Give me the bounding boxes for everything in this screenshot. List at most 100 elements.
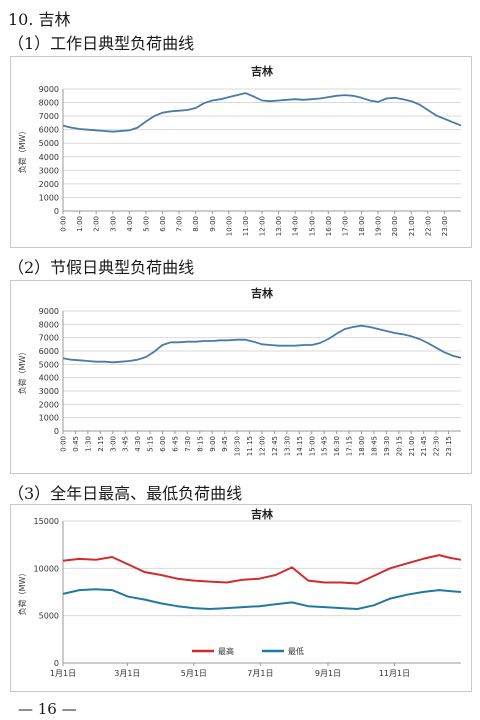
chart-2-svg: 吉林 0 1000 2000 3000 4000 5000 6000 7000 8000 9000 负…: [17, 286, 462, 456]
x-tick-label: 21:45: [420, 436, 428, 456]
x-tick-label: 15:45: [321, 436, 329, 456]
x-tick-label: 18:00: [358, 216, 366, 236]
x-tick-label: 14:00: [292, 216, 300, 236]
section-title: 10. 吉林: [8, 10, 71, 29]
x-tick-label: 13:30: [283, 436, 291, 456]
x-tick-label: 2:00: [93, 216, 101, 232]
x-tick-label: 5:15: [147, 436, 155, 452]
legend-label-1: 最高: [218, 646, 234, 656]
x-tick-label: 15:00: [308, 216, 316, 236]
x-tick-label: 0:45: [72, 436, 80, 452]
x-tick-label: 12:00: [259, 436, 267, 456]
x-tick-label: 6:00: [159, 216, 167, 232]
x-tick-label: 22:30: [433, 436, 441, 456]
y-tick-label: 3000: [39, 387, 59, 396]
chart-title: 吉林: [251, 64, 273, 78]
y-tick-label: 9000: [39, 85, 59, 94]
x-tick-label: 7:30: [184, 436, 192, 452]
x-tick-label: 8:00: [192, 216, 200, 232]
x-tick-label: 6:45: [171, 436, 179, 452]
y-axis-label: 负荷（MW）: [17, 569, 27, 616]
chart-2-heading: （2）节假日典型负荷曲线: [8, 258, 195, 277]
x-tick-label: 11:00: [242, 216, 250, 236]
y-tick-label: 7000: [39, 334, 59, 343]
chart-title: 吉林: [251, 507, 273, 521]
x-tick-label: 3:00: [109, 216, 117, 232]
x-tick-label: 0:00: [60, 436, 68, 452]
y-tick-label: 0: [54, 427, 59, 436]
y-tick-label: 0: [54, 659, 59, 668]
y-tick-label: 1000: [39, 193, 59, 202]
y-tick-label: 1000: [39, 414, 59, 423]
x-tick-label: 18:45: [370, 436, 378, 456]
x-tick-label: 7:00: [176, 216, 184, 232]
series-line-1: [62, 92, 462, 133]
x-tick-label: 17:00: [341, 216, 349, 236]
x-tick-label: 9:00: [209, 216, 217, 232]
x-tick-label: 10:00: [225, 216, 233, 236]
x-tick-label: 14:15: [296, 436, 304, 456]
x-tick-label: 16:00: [325, 216, 333, 236]
x-tick-label: 10:30: [234, 436, 242, 456]
y-tick-label: 7000: [39, 112, 59, 121]
x-tick-label: 18:00: [358, 436, 366, 456]
x-tick-label: 15:00: [308, 436, 316, 456]
y-tick-label: 10000: [34, 564, 59, 573]
y-tick-label: 6000: [39, 347, 59, 356]
x-tick-label: 17:15: [346, 436, 354, 456]
x-tick-label: 4:30: [134, 436, 142, 452]
y-tick-label: 15000: [34, 517, 59, 526]
series-line-1: [62, 554, 462, 585]
x-tick-label: 22:00: [424, 216, 432, 236]
x-tick-label: 5月1日: [181, 669, 207, 678]
x-tick-label: 1月1日: [50, 669, 76, 678]
page-number: — 16 —: [18, 700, 77, 718]
x-tick-label: 20:15: [395, 436, 403, 456]
chart-2-panel: 吉林 0 1000 2000 3000 4000 5000 6000 7000 8000 9000 负…: [10, 280, 472, 474]
x-tick-label: 23:00: [441, 216, 449, 236]
x-tick-label: 7月1日: [247, 669, 273, 678]
x-tick-label: 9月1日: [315, 669, 341, 678]
x-tick-label: 2:15: [97, 436, 105, 452]
y-tick-label: 4000: [39, 374, 59, 383]
y-axis-label: 负荷（MW）: [17, 127, 27, 174]
chart-3-svg: 吉林 0 5000 10000 15000 负荷（MW） 1月1日 3月1日 5月1日 7月1日 9…: [17, 507, 462, 678]
x-tick-label: 9:00: [209, 436, 217, 452]
x-tick-label: 23:15: [445, 436, 453, 456]
x-tick-label: 11月1日: [379, 669, 410, 678]
chart-title: 吉林: [251, 286, 273, 300]
x-tick-label: 1:30: [84, 436, 92, 452]
chart-3-heading: （3）全年日最高、最低负荷曲线: [8, 484, 243, 503]
x-tick-label: 21:00: [408, 436, 416, 456]
x-tick-label: 13:00: [275, 216, 283, 236]
y-tick-label: 8000: [39, 99, 59, 108]
y-tick-label: 3000: [39, 166, 59, 175]
series-line-1: [62, 324, 462, 364]
y-tick-label: 5000: [39, 612, 59, 621]
x-tick-label: 4:00: [126, 216, 134, 232]
y-tick-label: 4000: [39, 153, 59, 162]
y-axis-label: 负荷（MW）: [17, 348, 27, 395]
y-tick-label: 0: [54, 207, 59, 216]
x-tick-label: 19:30: [383, 436, 391, 456]
y-tick-label: 6000: [39, 126, 59, 135]
x-tick-label: 9:45: [221, 436, 229, 452]
chart-1-heading: （1）工作日典型负荷曲线: [8, 34, 195, 53]
x-tick-label: 3月1日: [114, 669, 140, 678]
chart-1-svg: 吉林 0 1000 2000 3000 4000 5000 6000 7000 8000 9000 负…: [17, 64, 462, 236]
y-tick-label: 2000: [39, 180, 59, 189]
y-tick-label: 2000: [39, 400, 59, 409]
x-tick-label: 3:00: [109, 436, 117, 452]
x-tick-label: 12:45: [271, 436, 279, 456]
x-tick-label: 6:00: [159, 436, 167, 452]
x-tick-label: 21:00: [408, 216, 416, 236]
x-tick-label: 5:00: [142, 216, 150, 232]
x-tick-label: 16:30: [333, 436, 341, 456]
y-tick-label: 9000: [39, 307, 59, 316]
legend-label-2: 最低: [288, 646, 304, 656]
x-tick-label: 20:00: [391, 216, 399, 236]
chart-1-panel: 吉林 0 1000 2000 3000 4000 5000 6000 7000 8000 9000 负…: [10, 56, 472, 248]
y-tick-label: 5000: [39, 139, 59, 148]
x-tick-label: 11:15: [246, 436, 254, 456]
x-tick-label: 3:45: [122, 436, 130, 452]
